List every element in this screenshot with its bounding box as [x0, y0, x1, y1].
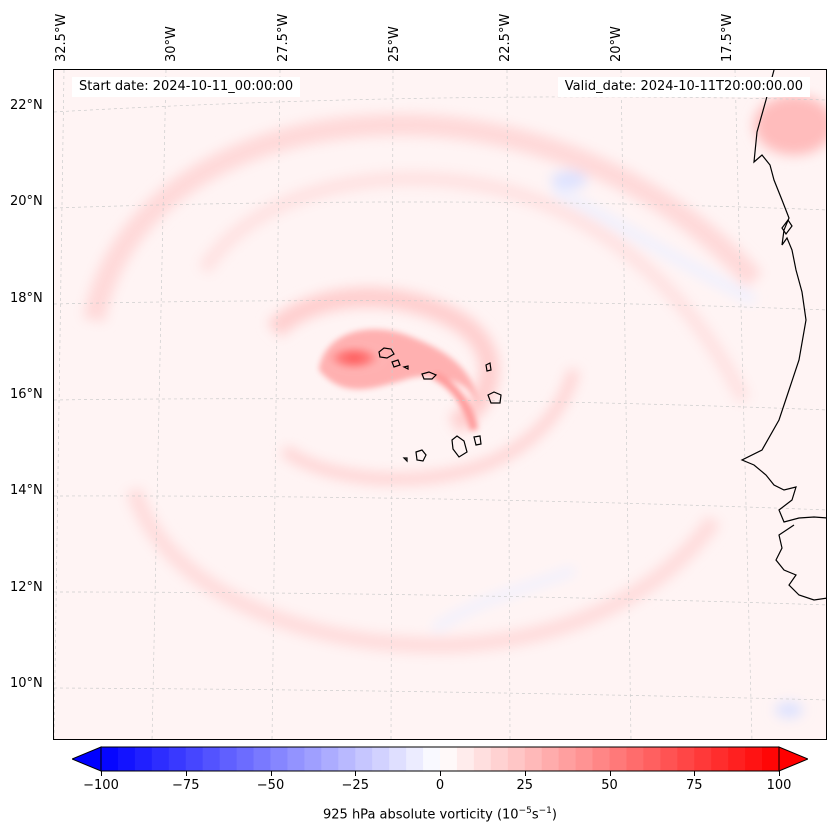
- colorbar-cell: [304, 747, 322, 771]
- storm-core: [319, 329, 479, 431]
- colorbar-cell: [524, 747, 543, 771]
- colorbar-cell: [185, 747, 204, 771]
- colorbar-cell: [372, 747, 390, 771]
- colorbar-cell: [101, 747, 119, 771]
- colorbar-tick-label: −25: [341, 778, 369, 793]
- colorbar-cell: [745, 747, 763, 771]
- lon-label-32-5w: 32.5°W: [54, 13, 69, 62]
- colorbar-cell: [117, 747, 136, 771]
- colorbar-cell: [762, 747, 780, 771]
- colorbar-cell: [507, 747, 526, 771]
- lat-label-10n: 10°N: [10, 676, 43, 691]
- colorbar-cell: [440, 747, 458, 771]
- colorbar-tick-label: 0: [435, 778, 445, 793]
- lon-label-17-5w: 17.5°W: [720, 13, 735, 62]
- colorbar-cell: [626, 747, 644, 771]
- colorbar-cell: [609, 747, 627, 771]
- valid-date-label: Valid_date: 2024-10-11T20:00:00.00: [557, 77, 810, 97]
- colorbar-tick-label: 100: [766, 778, 792, 793]
- colorbar-cell: [236, 747, 255, 771]
- colorbar-tick-label: 75: [685, 778, 703, 793]
- colorbar-cell: [253, 747, 271, 771]
- lat-label-16n: 16°N: [10, 387, 43, 402]
- colorbar-cell: [473, 747, 492, 771]
- colorbar-tick-mark: [101, 771, 102, 776]
- lat-label-18n: 18°N: [10, 291, 43, 306]
- lon-label-30w: 30°W: [164, 26, 179, 62]
- lon-label-22-5w: 22.5°W: [498, 13, 513, 62]
- colorbar-cell: [134, 747, 153, 771]
- lon-label-20w: 20°W: [609, 26, 624, 62]
- lat-label-14n: 14°N: [10, 483, 43, 498]
- map-canvas: Start date: 2024-10-11_00:00:00 Valid_da…: [54, 70, 826, 739]
- colorbar-cell: [202, 747, 221, 771]
- colorbar-label: 925 hPa absolute vorticity (10−5s−1): [323, 806, 557, 823]
- lat-label-12n: 12°N: [10, 580, 43, 595]
- colorbar-cell: [338, 747, 356, 771]
- colorbar-cell: [270, 747, 288, 771]
- lon-label-25w: 25°W: [387, 26, 402, 62]
- colorbar-cells: [101, 747, 780, 771]
- colorbar-cell: [219, 747, 238, 771]
- colorbar-cell: [406, 747, 424, 771]
- colorbar-tick-mark: [270, 771, 272, 776]
- vorticity-map: Start date: 2024-10-11_00:00:00 Valid_da…: [53, 69, 827, 740]
- colorbar-tick-label: 50: [601, 778, 618, 793]
- colorbar-tick-mark: [779, 771, 780, 776]
- colorbar-extend-high: [778, 746, 808, 772]
- colorbar-cell: [711, 747, 729, 771]
- colorbar-tick-label: −50: [256, 778, 285, 793]
- africa-coastline: [740, 70, 826, 601]
- colorbar-tick-mark: [524, 771, 526, 776]
- graticule: [54, 70, 826, 739]
- vorticity-bands: [83, 95, 826, 718]
- colorbar-tick-mark: [609, 771, 611, 776]
- colorbar-cell: [694, 747, 712, 771]
- colorbar: [72, 746, 808, 772]
- colorbar-tick-label: −100: [83, 778, 119, 793]
- colorbar-cell: [490, 747, 509, 771]
- colorbar-cell: [456, 747, 475, 771]
- colorbar-cell: [592, 747, 610, 771]
- colorbar-tick-mark: [355, 771, 357, 776]
- colorbar-tick-label: −75: [172, 778, 200, 793]
- colorbar-tick-mark: [185, 771, 187, 776]
- colorbar-cell: [677, 747, 695, 771]
- colorbar-cell: [151, 747, 170, 771]
- colorbar-cell: [643, 747, 661, 771]
- start-date-label: Start date: 2024-10-11_00:00:00: [72, 77, 301, 97]
- colorbar-cell: [168, 747, 187, 771]
- colorbar-cell: [389, 747, 407, 771]
- colorbar-cell: [355, 747, 373, 771]
- colorbar-cell: [423, 747, 441, 771]
- colorbar-cell: [660, 747, 678, 771]
- colorbar-cell: [558, 747, 577, 771]
- lat-label-22n: 22°N: [10, 98, 43, 113]
- colorbar-cell: [728, 747, 746, 771]
- colorbar-cell: [575, 747, 594, 771]
- colorbar-tick-label: 25: [516, 778, 534, 793]
- colorbar-tick-mark: [440, 771, 441, 776]
- cape-verde-islands: [378, 347, 502, 463]
- colorbar-extend-low: [72, 746, 102, 772]
- colorbar-cell: [321, 747, 339, 771]
- colorbar-tick-mark: [694, 771, 696, 776]
- lon-label-27-5w: 27.5°W: [276, 13, 291, 62]
- colorbar-cell: [287, 747, 305, 771]
- lat-label-20n: 20°N: [10, 194, 43, 209]
- colorbar-cell: [541, 747, 560, 771]
